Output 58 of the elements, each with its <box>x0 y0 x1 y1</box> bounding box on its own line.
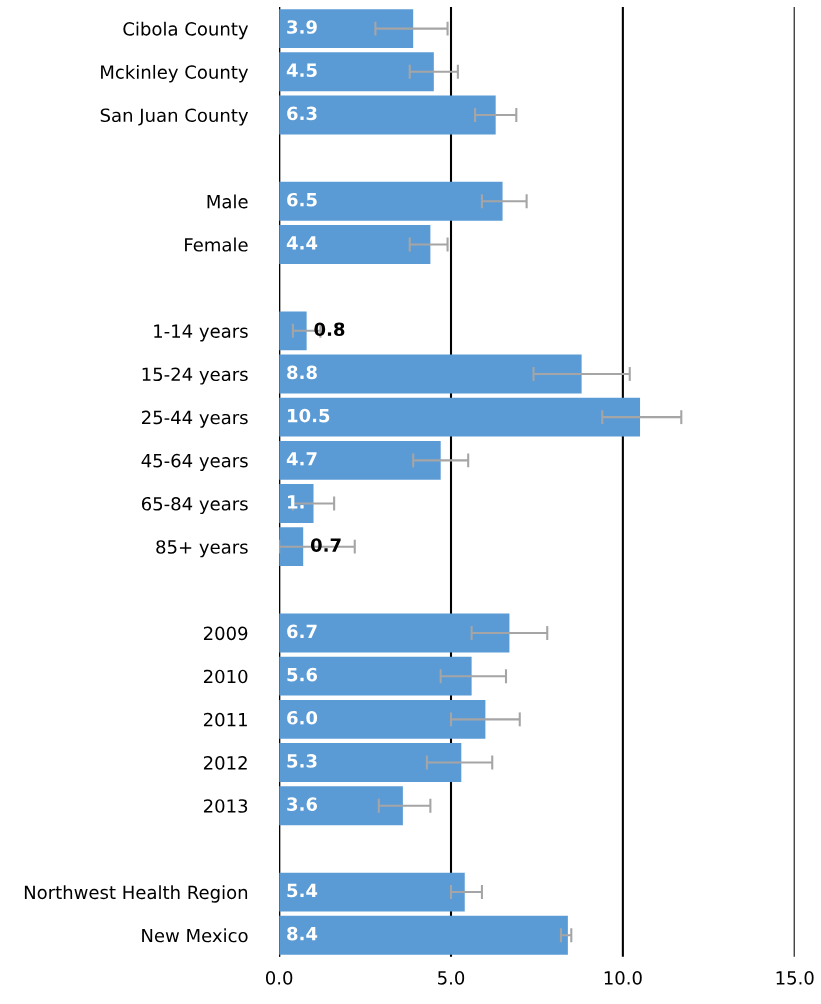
bar <box>279 354 582 394</box>
y-tick-label: Northwest Health Region <box>24 885 248 903</box>
y-tick-label: 2013 <box>203 799 248 813</box>
data-label: 8.4 <box>287 926 318 941</box>
data-label: 4.4 <box>286 236 318 250</box>
x-tick-label: 15.0 <box>776 971 814 985</box>
data-label: 1. <box>288 495 304 509</box>
bar <box>279 743 462 782</box>
data-label: 4.7 <box>286 452 317 466</box>
bar <box>279 872 465 912</box>
y-tick-label: 2012 <box>203 756 247 770</box>
data-label: 3.9 <box>287 20 317 34</box>
data-label: 6.7 <box>287 624 317 639</box>
y-tick-label: 65-84 years <box>141 496 248 515</box>
bar <box>279 95 496 135</box>
y-tick-label: 2009 <box>203 626 248 641</box>
y-tick-label: 45-64 years <box>141 453 248 471</box>
bar <box>279 656 472 696</box>
y-tick-label: 1-14 years <box>154 324 248 342</box>
bar <box>279 527 304 567</box>
data-label: 5.4 <box>287 883 318 898</box>
bar <box>279 440 441 480</box>
data-label: 0.8 <box>314 322 345 337</box>
data-label: 8.8 <box>287 365 317 380</box>
x-tick-label: 5.0 <box>438 971 465 985</box>
y-tick-label: Cibola County <box>123 21 249 40</box>
y-tick-label: 2011 <box>203 712 247 727</box>
y-tick-label: 15-24 years <box>142 367 248 385</box>
bar <box>279 181 503 221</box>
data-label: 10.5 <box>288 408 330 423</box>
data-label: 6.3 <box>287 106 317 121</box>
data-label: 6.5 <box>287 192 317 207</box>
x-tick-label: 0.0 <box>265 971 293 985</box>
bar <box>279 311 307 351</box>
data-label: 5.6 <box>287 667 318 682</box>
bar <box>279 52 434 92</box>
bar <box>279 484 314 523</box>
y-tick-label: San Juan County <box>100 108 249 126</box>
y-tick-label: 25-44 years <box>142 410 248 428</box>
y-tick-label: New Mexico <box>142 928 248 943</box>
bar <box>279 9 414 49</box>
y-tick-label: 85+ years <box>156 540 248 558</box>
bar <box>279 613 510 653</box>
data-label: 4.5 <box>286 63 317 78</box>
bar <box>279 915 568 955</box>
x-tick-label: 10.0 <box>604 971 642 985</box>
data-label: 3.6 <box>287 797 318 811</box>
y-tick-label: 2010 <box>203 669 248 684</box>
data-label: 0.7 <box>310 538 341 552</box>
bar <box>279 397 641 437</box>
bar <box>279 699 486 739</box>
y-tick-label: Female <box>185 237 248 252</box>
bar <box>279 225 431 264</box>
y-tick-label: Male <box>207 194 248 209</box>
data-label: 5.3 <box>287 754 317 768</box>
data-label: 6.0 <box>287 710 318 725</box>
y-tick-label: Mckinley County <box>101 64 249 83</box>
bar <box>279 786 403 826</box>
